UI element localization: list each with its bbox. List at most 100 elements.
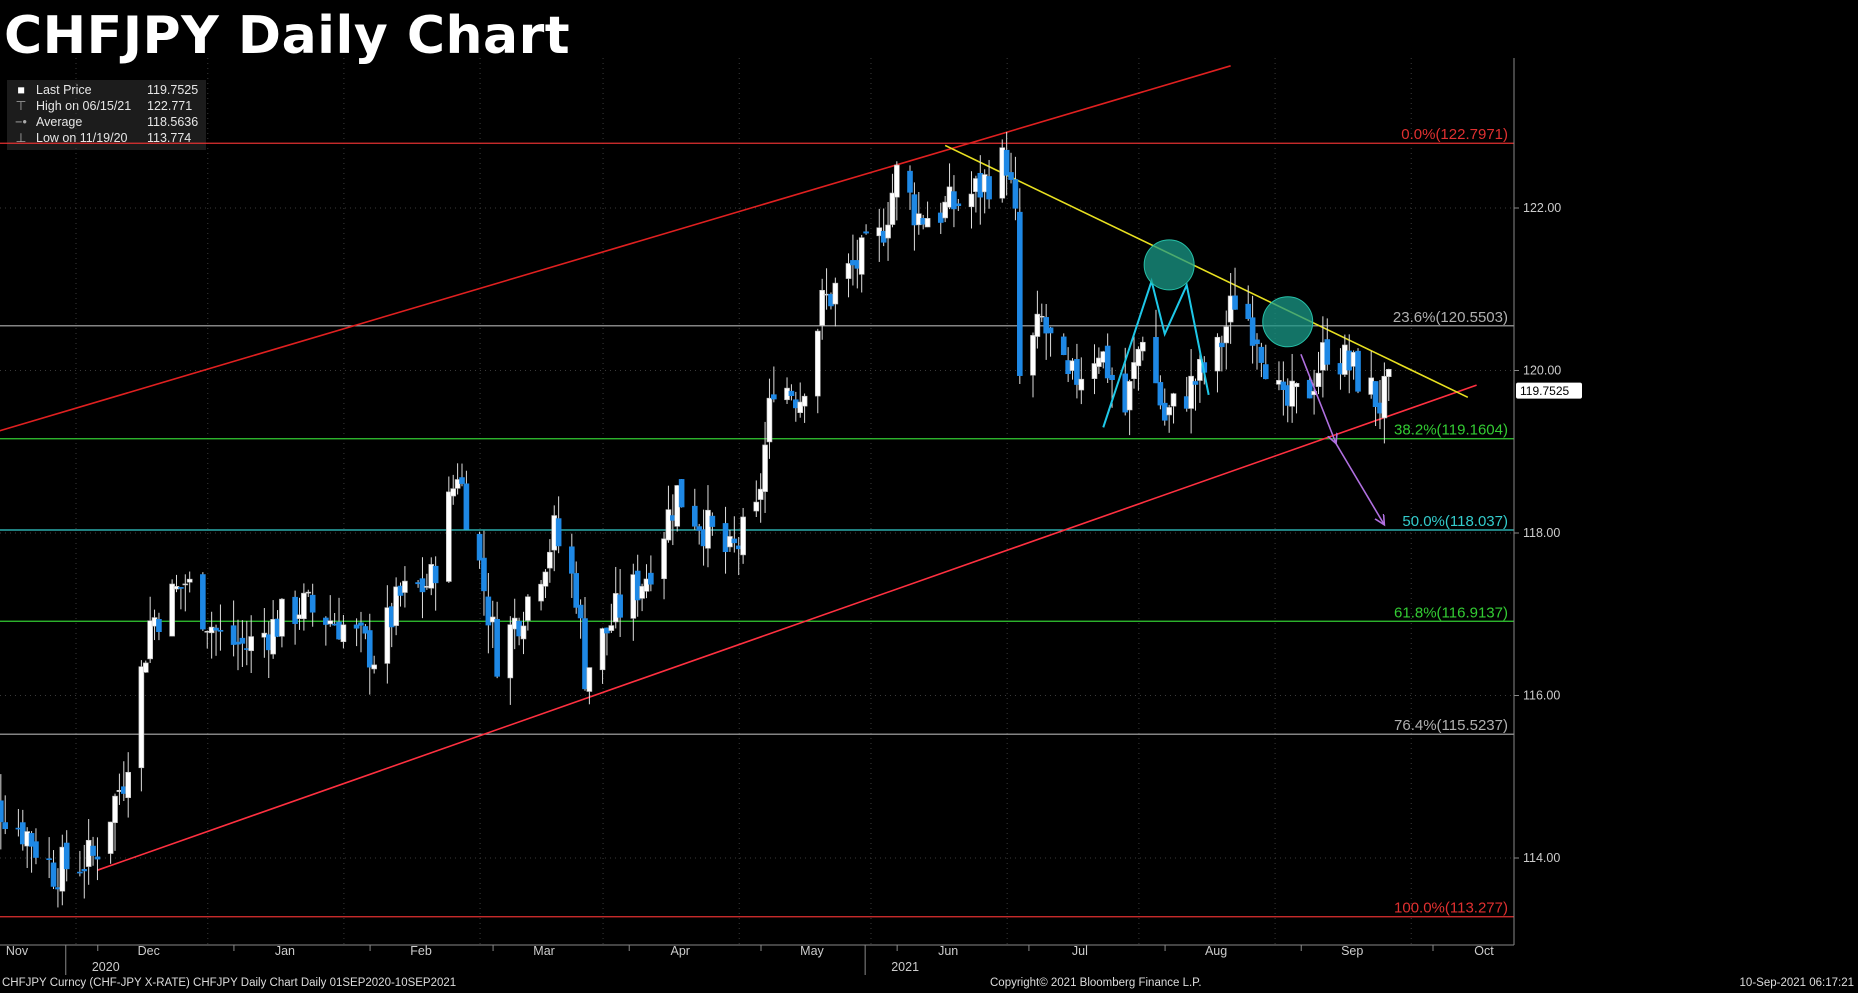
candle-down (90, 845, 96, 856)
candle-down (1245, 303, 1252, 319)
candle-up (125, 771, 131, 799)
candle-up (248, 636, 254, 652)
candle-down (1104, 345, 1111, 379)
candle-down (46, 858, 52, 860)
candle-up (845, 263, 852, 279)
candle-up (507, 624, 514, 679)
candle-up (547, 551, 553, 569)
candle-up (1131, 362, 1137, 379)
candle-up (1170, 393, 1177, 407)
candle-down (907, 170, 913, 193)
fib-level-label: 100.0%(113.277) (1394, 900, 1508, 917)
axes: 114.00 116.00 118.00 120.00 122.00 Nov Dec Jan F… (0, 58, 1582, 975)
pattern-line (1102, 277, 1210, 428)
high-marker-icon: ⊤ (15, 99, 27, 113)
legend-label: Average (36, 115, 83, 129)
candle-up (450, 488, 457, 497)
candle-up (538, 583, 544, 602)
candle-up (766, 397, 773, 443)
average-marker-icon: −• (15, 115, 27, 129)
candle-down (617, 594, 623, 618)
candle-down (1003, 149, 1010, 176)
candle-down (77, 871, 83, 874)
candle-up (520, 625, 527, 640)
candle-down (1254, 339, 1260, 345)
candle-down (178, 587, 184, 589)
candle-up (1135, 348, 1142, 367)
x-tick-label: Mar (533, 944, 555, 958)
candle-down (481, 557, 487, 592)
chart-footer-timestamp: 10-Sep-2021 06:17:21 (1739, 977, 1854, 989)
candle-up (1385, 369, 1392, 378)
candle-down (1157, 382, 1164, 406)
legend: ■ Last Price 119.7525 ⊤ High on 06/15/21… (7, 80, 206, 150)
candle-down (555, 518, 562, 547)
candle-up (832, 282, 839, 305)
candle-up (402, 580, 408, 593)
x-tick-label: Jan (275, 944, 295, 958)
candle-up (586, 667, 593, 692)
candle-down (648, 572, 654, 585)
legend-value: 122.771 (147, 99, 193, 113)
fib-level-label: 76.4%(115.5237) (1394, 717, 1508, 734)
candle-up (1214, 336, 1221, 372)
candle-up (797, 401, 804, 413)
candle-down (771, 394, 777, 400)
candle-up (1188, 375, 1194, 409)
candle-up (186, 578, 193, 583)
candle-down (476, 533, 483, 561)
candle-down (1372, 381, 1379, 408)
last-price-label: 119.7525 (1520, 384, 1569, 398)
highlight-circle (1262, 296, 1314, 348)
trendlines (0, 65, 1477, 871)
candle-down (955, 203, 962, 207)
candle-down (986, 176, 992, 200)
candle-down (1306, 379, 1313, 399)
candle-down (1232, 295, 1238, 310)
candle-up (1030, 335, 1036, 376)
candle-down (353, 624, 360, 629)
legend-row-average: −• Average 118.5636 (7, 114, 206, 130)
candle-up (138, 666, 145, 769)
candle-down (1258, 346, 1265, 363)
y-tick-label: 122.00 (1523, 201, 1561, 215)
candle-up (384, 607, 391, 664)
candle-up (182, 583, 189, 586)
candle-down (94, 856, 101, 860)
candle-down (239, 637, 246, 644)
candle-down (81, 869, 88, 872)
candle-down (463, 483, 470, 530)
candle-up (446, 491, 452, 582)
candle-down (28, 833, 35, 847)
x-tick-label: Feb (410, 944, 432, 958)
candle-up (393, 586, 399, 626)
candle-up (819, 289, 825, 326)
candle-down (1060, 336, 1067, 356)
candle-up (639, 586, 645, 599)
candle-down (1249, 317, 1256, 346)
candle-down (63, 842, 70, 870)
candle-down (788, 390, 795, 397)
candle-down (696, 526, 702, 531)
candle-down (485, 596, 492, 626)
candle-up (894, 164, 900, 198)
candle-down (911, 194, 918, 226)
x-tick-label: Dec (138, 944, 160, 958)
legend-value: 118.5636 (147, 115, 199, 129)
candle-down (1008, 172, 1014, 180)
legend-label: Low on 11/19/20 (36, 131, 128, 145)
candle-down (1074, 359, 1080, 385)
candle-down (156, 619, 162, 632)
candle-up (301, 592, 307, 620)
legend-value: 119.7525 (147, 83, 199, 97)
y-tick-label: 120.00 (1523, 364, 1561, 378)
candle-up (942, 201, 948, 219)
candle-down (292, 596, 298, 624)
candle-up (327, 620, 334, 625)
candle-up (753, 501, 760, 512)
candle-up (801, 395, 808, 407)
candle-up (305, 591, 312, 594)
candle-up (542, 571, 549, 587)
candle-down (1012, 179, 1019, 209)
